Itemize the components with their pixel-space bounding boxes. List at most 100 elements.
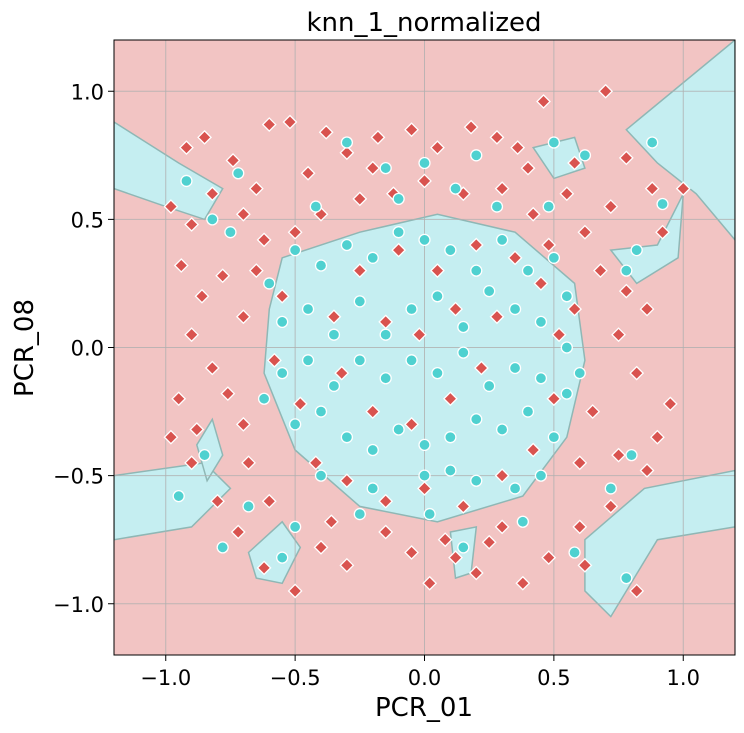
point-negative-3 — [261, 117, 277, 132]
point-positive-12 — [288, 243, 302, 257]
point-negative-42 — [404, 545, 419, 560]
point-positive-45 — [508, 361, 522, 375]
point-negative-25 — [194, 288, 210, 304]
point-positive-50 — [340, 431, 354, 444]
point-negative-90 — [365, 404, 381, 419]
point-negative-83 — [507, 250, 523, 266]
point-positive-16 — [392, 226, 405, 239]
point-positive-71 — [457, 541, 470, 554]
point-negative-78 — [494, 468, 510, 484]
y-tick-label-0: −1.0 — [53, 593, 104, 617]
point-negative-76 — [417, 481, 432, 496]
point-negative-85 — [430, 263, 445, 279]
point-negative-49 — [603, 498, 619, 514]
point-positive-75 — [604, 482, 617, 495]
point-positive-14 — [340, 238, 354, 252]
point-negative-31 — [189, 422, 205, 437]
point-positive-89 — [242, 500, 255, 513]
point-positive-6 — [547, 136, 561, 149]
point-positive-21 — [521, 264, 535, 277]
point-positive-34 — [534, 315, 548, 329]
point-negative-24 — [173, 258, 189, 273]
point-negative-92 — [442, 391, 458, 407]
point-negative-65 — [417, 173, 432, 189]
point-negative-28 — [184, 327, 200, 343]
point-positive-47 — [560, 387, 573, 400]
chart-title: knn_1_normalized — [306, 8, 541, 38]
point-negative-36 — [230, 524, 246, 540]
point-positive-64 — [508, 482, 522, 495]
point-positive-33 — [508, 302, 522, 316]
point-positive-35 — [560, 341, 573, 354]
point-negative-61 — [559, 186, 575, 202]
point-negative-89 — [334, 365, 350, 381]
y-tick-label-1: −0.5 — [53, 465, 104, 489]
point-positive-57 — [521, 405, 535, 418]
point-positive-83 — [423, 507, 436, 521]
point-negative-6 — [339, 145, 355, 161]
point-positive-80 — [257, 392, 271, 405]
point-negative-13 — [536, 94, 551, 109]
point-positive-2 — [340, 136, 354, 149]
point-positive-54 — [444, 431, 457, 444]
point-negative-81 — [551, 327, 567, 343]
point-negative-58 — [593, 263, 608, 279]
point-positive-86 — [309, 200, 322, 213]
y-axis-ticks: −1.0 −0.5 0.0 0.5 1.0 — [53, 80, 114, 617]
point-negative-104 — [300, 165, 316, 181]
point-positive-73 — [568, 546, 581, 559]
point-negative-14 — [567, 155, 582, 171]
point-negative-79 — [525, 442, 541, 458]
point-negative-10 — [463, 119, 479, 135]
point-negative-32 — [220, 386, 236, 402]
point-negative-1 — [197, 129, 212, 145]
point-negative-27 — [235, 309, 251, 325]
decision-region-positive-9 — [609, 193, 685, 285]
point-positive-51 — [366, 443, 379, 457]
point-positive-38 — [327, 379, 341, 393]
decision-region-positive-8 — [531, 136, 586, 180]
point-positive-9 — [656, 197, 669, 211]
point-negative-60 — [603, 199, 619, 214]
point-negative-67 — [352, 191, 368, 207]
x-tick-label-1: −0.5 — [270, 666, 321, 690]
point-negative-54 — [629, 365, 645, 381]
point-positive-59 — [314, 469, 328, 482]
point-positive-74 — [620, 571, 633, 585]
point-positive-42 — [431, 366, 444, 380]
point-positive-60 — [366, 482, 379, 495]
point-negative-116 — [494, 519, 510, 535]
point-positive-37 — [301, 354, 315, 367]
point-negative-45 — [481, 534, 497, 550]
point-negative-9 — [430, 140, 445, 156]
point-negative-84 — [468, 237, 484, 253]
point-negative-57 — [618, 283, 634, 299]
point-negative-41 — [378, 524, 394, 540]
point-positive-70 — [288, 520, 302, 534]
point-negative-20 — [184, 217, 200, 232]
point-negative-56 — [639, 301, 655, 317]
point-positive-19 — [470, 264, 483, 277]
decision-region-positive-3 — [625, 40, 735, 242]
point-negative-71 — [267, 352, 282, 368]
point-positive-65 — [534, 469, 548, 482]
point-positive-63 — [470, 474, 483, 487]
point-negative-22 — [235, 206, 251, 222]
point-positive-10 — [206, 213, 219, 226]
point-positive-41 — [405, 354, 418, 367]
point-positive-13 — [314, 259, 328, 272]
point-positive-78 — [630, 243, 643, 257]
point-negative-63 — [494, 181, 510, 197]
point-positive-32 — [483, 284, 496, 298]
y-axis-label: PCR_08 — [10, 299, 40, 397]
point-negative-43 — [422, 575, 438, 591]
point-positive-1 — [232, 167, 245, 180]
point-positive-5 — [470, 149, 483, 162]
point-negative-69 — [287, 224, 303, 240]
point-positive-53 — [418, 438, 431, 452]
point-negative-77 — [455, 498, 471, 514]
point-negative-29 — [204, 360, 220, 376]
point-negative-75 — [378, 493, 394, 509]
point-positive-56 — [495, 423, 509, 436]
